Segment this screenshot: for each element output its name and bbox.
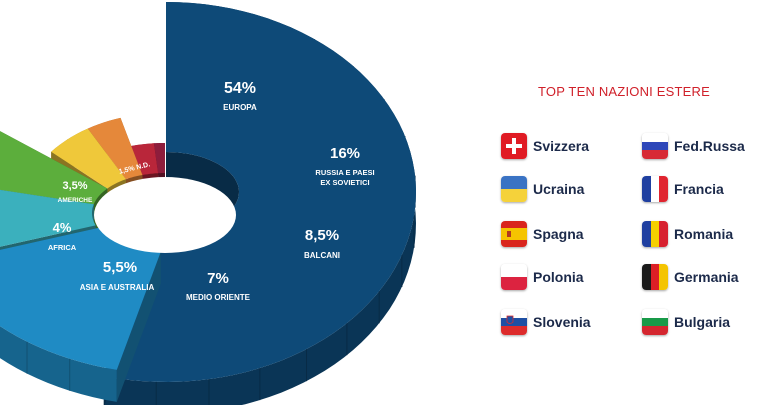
poland-flag-icon [501,264,527,290]
legend-country-fed-russa: Fed.Russa [642,133,745,159]
switzerland-flag-icon [501,133,527,159]
country-name: Germania [674,269,739,285]
slice-label-6: 3,5% AMERICHE [58,180,93,204]
slice-russia-e-paesi-ex-sovietici [0,225,161,402]
spain-flag-icon [501,221,527,247]
slice-category-label: EX SOVIETICI [320,178,369,187]
legend-country-polonia: Polonia [501,264,584,290]
country-name: Bulgaria [674,314,731,330]
slice-value-text: 7% [207,270,229,287]
legend-country-svizzera: Svizzera [501,133,589,159]
country-name: Spagna [533,226,584,242]
germany-flag-icon [642,264,668,290]
slice-value-text: 3,5% [62,180,87,192]
slice-value-text: 5,5% [103,259,137,276]
legend-country-germania: Germania [642,264,739,290]
bulgaria-flag-icon [642,309,668,335]
slice-value-text: 54% [224,80,256,97]
slice-label-0: 54% EUROPA [223,80,257,112]
slice-category-label: AMERICHE [58,197,93,204]
slice-value-text: 8,5% [305,227,339,244]
country-name: Fed.Russa [674,138,745,154]
country-name: Ucraina [533,181,585,197]
slice-category-label: AFRICA [48,243,77,252]
legend-country-bulgaria: Bulgaria [642,309,730,335]
legend-country-romania: Romania [642,221,733,247]
slice-category-label: RUSSIA E PAESI [315,168,374,177]
russia-flag-icon [642,133,668,159]
ukraine-flag-icon [501,176,527,202]
country-name: Slovenia [533,314,591,330]
france-flag-icon [642,176,668,202]
slice-category-label: ASIA E AUSTRALIA [80,283,155,292]
legend-country-slovenia: Slovenia [501,309,591,335]
slice-category-label: EUROPA [223,103,257,112]
slice-label-3: 7% MEDIO ORIENTE [186,270,251,302]
legend-country-spagna: Spagna [501,221,584,247]
slice-label-4: 5,5% ASIA E AUSTRALIA [80,259,155,292]
legend-title: TOP TEN NAZIONI ESTERE [538,84,710,99]
legend-country-francia: Francia [642,176,724,202]
slice-value-text: 16% [330,145,360,162]
slice-label-2: 8,5% BALCANI [304,227,340,260]
legend-country-ucraina: Ucraina [501,176,584,202]
country-name: Polonia [533,269,584,285]
slice-category-label: MEDIO ORIENTE [186,293,251,302]
romania-flag-icon [642,221,668,247]
slice-value-text: 4% [53,220,72,235]
slovenia-flag-icon [501,309,527,335]
country-name: Svizzera [533,138,590,154]
country-name: Romania [674,226,734,242]
slice-label-5: 4% AFRICA [48,220,77,252]
donut-hole [94,177,236,253]
slice-category-label: BALCANI [304,251,340,260]
country-name: Francia [674,181,724,197]
